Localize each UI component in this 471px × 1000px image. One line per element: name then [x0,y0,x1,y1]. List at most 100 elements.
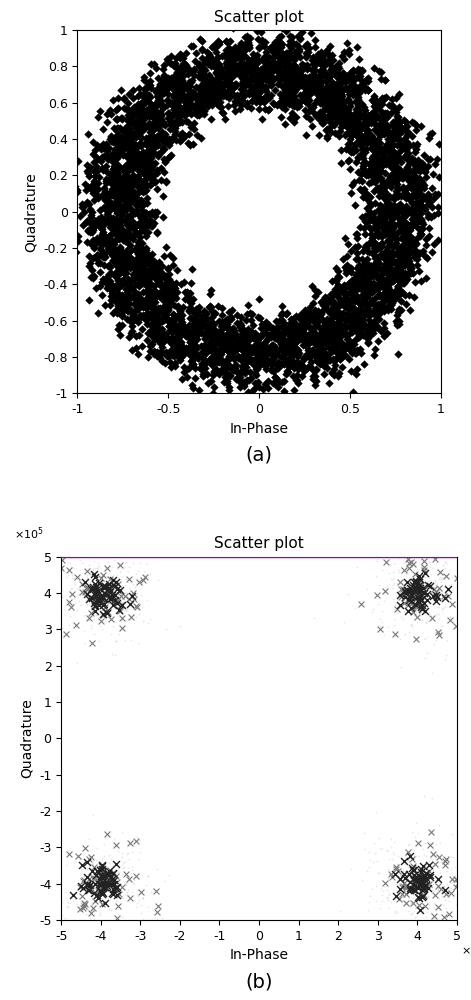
Point [292,343,300,359]
Point [260,70,268,86]
Point [98,226,106,242]
Point [293,331,301,347]
Point [116,585,124,601]
Point [97,247,105,263]
Point [425,896,432,912]
Point [388,295,396,311]
Point [95,633,103,649]
Point [76,879,84,895]
Point [234,336,242,352]
Point [177,335,184,351]
Point [430,900,438,916]
Point [249,339,257,355]
Point [427,209,435,225]
Point [173,116,181,132]
Point [244,297,252,313]
Point [150,343,158,359]
Point [330,328,338,344]
Point [396,265,404,281]
Point [90,219,98,235]
Point [259,327,266,343]
Point [404,118,411,134]
Point [371,142,378,158]
Point [57,916,65,932]
Point [321,314,328,330]
Point [422,886,429,902]
Point [406,853,413,869]
Point [291,114,298,130]
Point [167,331,174,347]
Point [175,340,182,356]
Point [414,582,422,598]
Point [342,262,349,278]
Point [172,50,180,66]
Point [352,93,360,109]
Point [225,90,233,106]
Point [333,285,340,301]
Point [403,270,410,286]
Point [367,167,375,183]
Point [380,183,388,199]
Point [347,281,354,297]
Point [100,246,107,262]
Point [140,117,147,133]
Point [94,586,101,602]
Point [302,84,309,100]
Point [256,73,264,89]
Point [120,169,127,185]
Point [380,140,388,156]
Point [157,286,165,302]
Point [308,52,316,68]
Point [94,190,102,206]
Point [347,260,354,276]
Point [405,136,412,152]
Point [276,34,284,50]
Point [237,101,244,117]
Point [318,82,325,98]
Point [327,89,334,105]
Point [400,188,407,204]
Point [155,266,162,282]
Point [153,97,161,113]
Point [125,271,132,287]
Point [350,321,358,337]
Point [318,95,325,111]
Point [87,207,95,223]
Point [263,340,270,356]
Point [92,579,99,595]
Point [286,345,293,361]
Point [311,314,318,330]
Point [126,220,134,236]
Point [162,621,170,637]
Point [197,320,205,336]
Point [374,302,382,318]
Point [165,71,172,87]
Point [148,159,155,175]
Point [151,289,159,305]
Point [168,77,175,93]
Point [132,159,139,175]
Point [354,86,361,102]
Point [367,156,375,172]
Point [336,343,343,359]
Point [260,49,268,65]
Point [363,305,370,321]
Point [345,326,353,342]
Point [174,90,181,106]
Point [386,246,393,262]
Point [368,306,375,322]
Point [358,128,366,144]
Point [80,198,88,214]
Point [137,224,144,240]
Point [193,104,200,120]
Point [350,289,357,305]
Point [396,125,404,141]
Point [123,184,130,200]
Point [182,60,189,76]
Point [111,242,119,258]
Point [424,586,431,602]
Point [402,234,409,250]
Point [138,214,145,230]
Point [391,626,399,642]
Point [184,291,192,307]
